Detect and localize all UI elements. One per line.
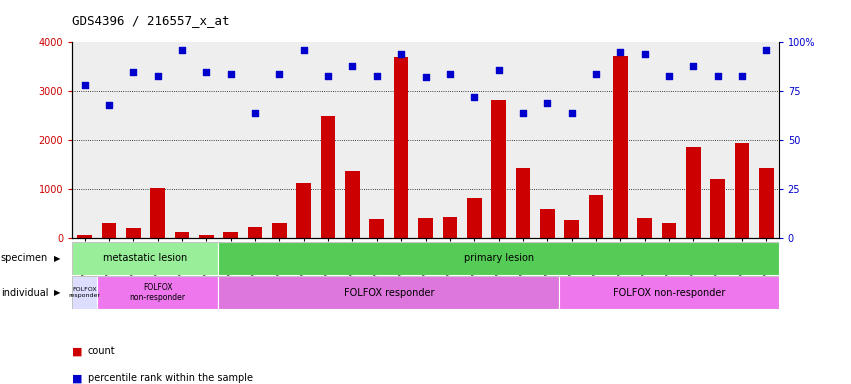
Point [760, 47, 774, 53]
Bar [734, 142, 750, 238]
Bar [77, 235, 92, 238]
Point [565, 110, 579, 116]
Bar [637, 217, 652, 238]
Bar [686, 147, 700, 238]
Bar [443, 217, 457, 238]
Text: percentile rank within the sample: percentile rank within the sample [88, 373, 253, 383]
Bar [248, 227, 262, 238]
Bar [174, 232, 189, 238]
Bar [589, 195, 603, 238]
Point [540, 100, 554, 106]
Text: specimen: specimen [1, 253, 49, 263]
Bar [219, 242, 779, 275]
Point [322, 73, 335, 79]
Text: FOLFOX responder: FOLFOX responder [344, 288, 434, 298]
Point [77, 82, 91, 88]
Point [419, 74, 432, 81]
Point [175, 47, 189, 53]
Point [224, 71, 237, 77]
Point [614, 49, 627, 55]
Bar [199, 235, 214, 238]
Bar [613, 56, 628, 238]
Point [248, 110, 262, 116]
Point [589, 71, 603, 77]
Point [492, 66, 505, 73]
Bar [662, 223, 677, 238]
Text: count: count [88, 346, 115, 356]
Bar [759, 167, 774, 238]
Bar [516, 168, 530, 238]
Bar [72, 276, 97, 309]
Bar [491, 100, 505, 238]
Bar [559, 276, 779, 309]
Bar [564, 220, 579, 238]
Point [127, 68, 140, 74]
Bar [101, 223, 117, 238]
Point [151, 73, 164, 79]
Point [638, 51, 652, 57]
Bar [72, 242, 219, 275]
Point [467, 94, 481, 100]
Text: individual: individual [1, 288, 49, 298]
Text: FOLFOX non-responder: FOLFOX non-responder [613, 288, 725, 298]
Point [199, 68, 213, 74]
Bar [219, 276, 559, 309]
Point [394, 51, 408, 57]
Point [102, 102, 116, 108]
Text: ▶: ▶ [54, 254, 60, 263]
Bar [540, 209, 555, 238]
Bar [418, 217, 433, 238]
Point [662, 73, 676, 79]
Bar [97, 276, 219, 309]
Text: GDS4396 / 216557_x_at: GDS4396 / 216557_x_at [72, 14, 230, 27]
Text: metastatic lesion: metastatic lesion [103, 253, 187, 263]
Bar [223, 232, 238, 238]
Text: FOLFOX
non-responder: FOLFOX non-responder [129, 283, 186, 303]
Text: ▶: ▶ [54, 288, 60, 297]
Point [516, 110, 529, 116]
Bar [151, 188, 165, 238]
Bar [272, 223, 287, 238]
Point [735, 73, 749, 79]
Text: FOLFOX
responder: FOLFOX responder [69, 287, 100, 298]
Bar [321, 116, 335, 238]
Text: ■: ■ [72, 346, 83, 356]
Bar [369, 220, 384, 238]
Bar [296, 183, 311, 238]
Point [370, 73, 384, 79]
Text: ■: ■ [72, 373, 83, 383]
Point [443, 71, 457, 77]
Bar [467, 198, 482, 238]
Bar [126, 228, 140, 238]
Bar [711, 179, 725, 238]
Bar [394, 57, 408, 238]
Text: primary lesion: primary lesion [464, 253, 534, 263]
Point [346, 63, 359, 69]
Point [687, 63, 700, 69]
Bar [346, 170, 360, 238]
Point [711, 73, 724, 79]
Point [272, 71, 286, 77]
Point [297, 47, 311, 53]
